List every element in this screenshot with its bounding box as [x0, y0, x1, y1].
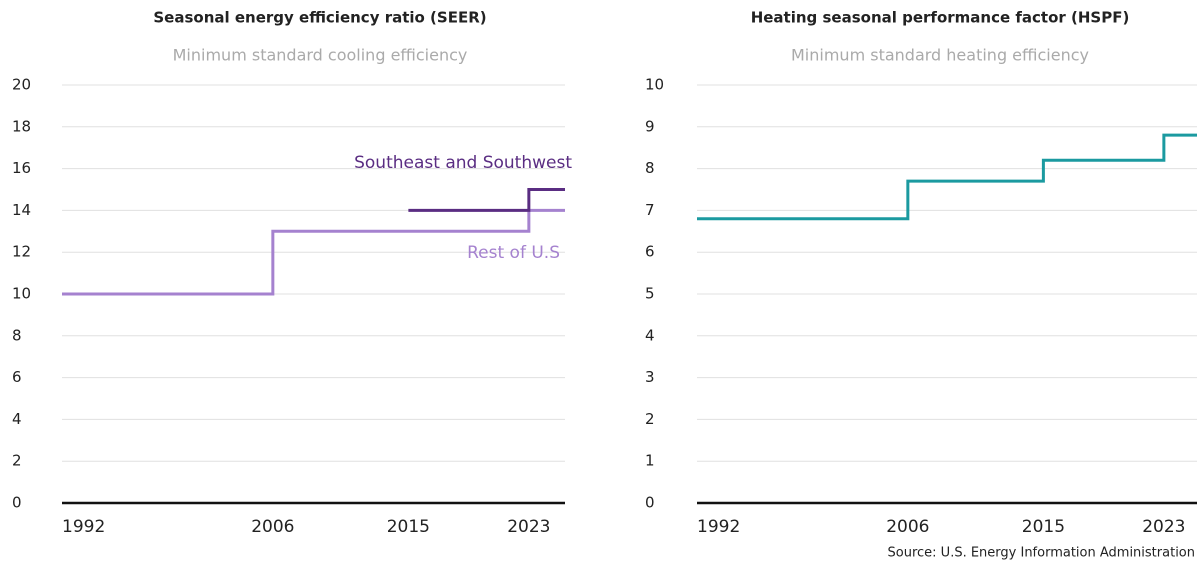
- y-tick-label: 12: [12, 243, 31, 261]
- y-tick-label: 0: [645, 494, 655, 512]
- y-tick-label: 6: [12, 368, 22, 386]
- x-tick-label: 1992: [62, 517, 105, 537]
- y-tick-label: 1: [645, 452, 655, 470]
- chart-subtitle: Minimum standard cooling efficiency: [173, 46, 468, 65]
- chart-title: Seasonal energy efficiency ratio (SEER): [153, 9, 486, 27]
- y-tick-label: 0: [12, 494, 22, 512]
- x-tick-label: 2015: [387, 517, 430, 537]
- y-tick-label: 10: [12, 285, 31, 303]
- x-tick-label: 2006: [251, 517, 294, 537]
- step-line: [408, 188, 565, 212]
- y-tick-label: 16: [12, 159, 31, 177]
- step-line: [697, 133, 1197, 221]
- x-tick-label: 2006: [886, 517, 929, 537]
- x-tick-label: 1992: [697, 517, 740, 537]
- y-tick-label: 4: [645, 326, 655, 344]
- y-tick-label: 10: [645, 76, 664, 94]
- y-tick-label: 8: [645, 159, 655, 177]
- chart-title: Heating seasonal performance factor (HSP…: [751, 9, 1130, 27]
- y-tick-label: 20: [12, 76, 31, 94]
- x-tick-label: 2015: [1022, 517, 1065, 537]
- y-tick-label: 9: [645, 117, 655, 135]
- x-tick-label: 2023: [1142, 517, 1185, 537]
- y-tick-label: 4: [12, 410, 22, 428]
- series-label: Southeast and Southwest: [354, 153, 572, 173]
- y-tick-label: 5: [645, 285, 655, 303]
- series-label: Rest of U.S: [467, 243, 560, 263]
- y-tick-label: 2: [12, 452, 22, 470]
- y-tick-label: 18: [12, 117, 31, 135]
- y-tick-label: 7: [645, 201, 655, 219]
- y-tick-label: 14: [12, 201, 31, 219]
- y-tick-label: 6: [645, 243, 655, 261]
- x-tick-label: 2023: [507, 517, 550, 537]
- y-tick-label: 3: [645, 368, 655, 386]
- y-tick-label: 8: [12, 326, 22, 344]
- y-tick-label: 2: [645, 410, 655, 428]
- source: Source: U.S. Energy Information Administ…: [888, 546, 1195, 561]
- chart-subtitle: Minimum standard heating efficiency: [791, 46, 1089, 65]
